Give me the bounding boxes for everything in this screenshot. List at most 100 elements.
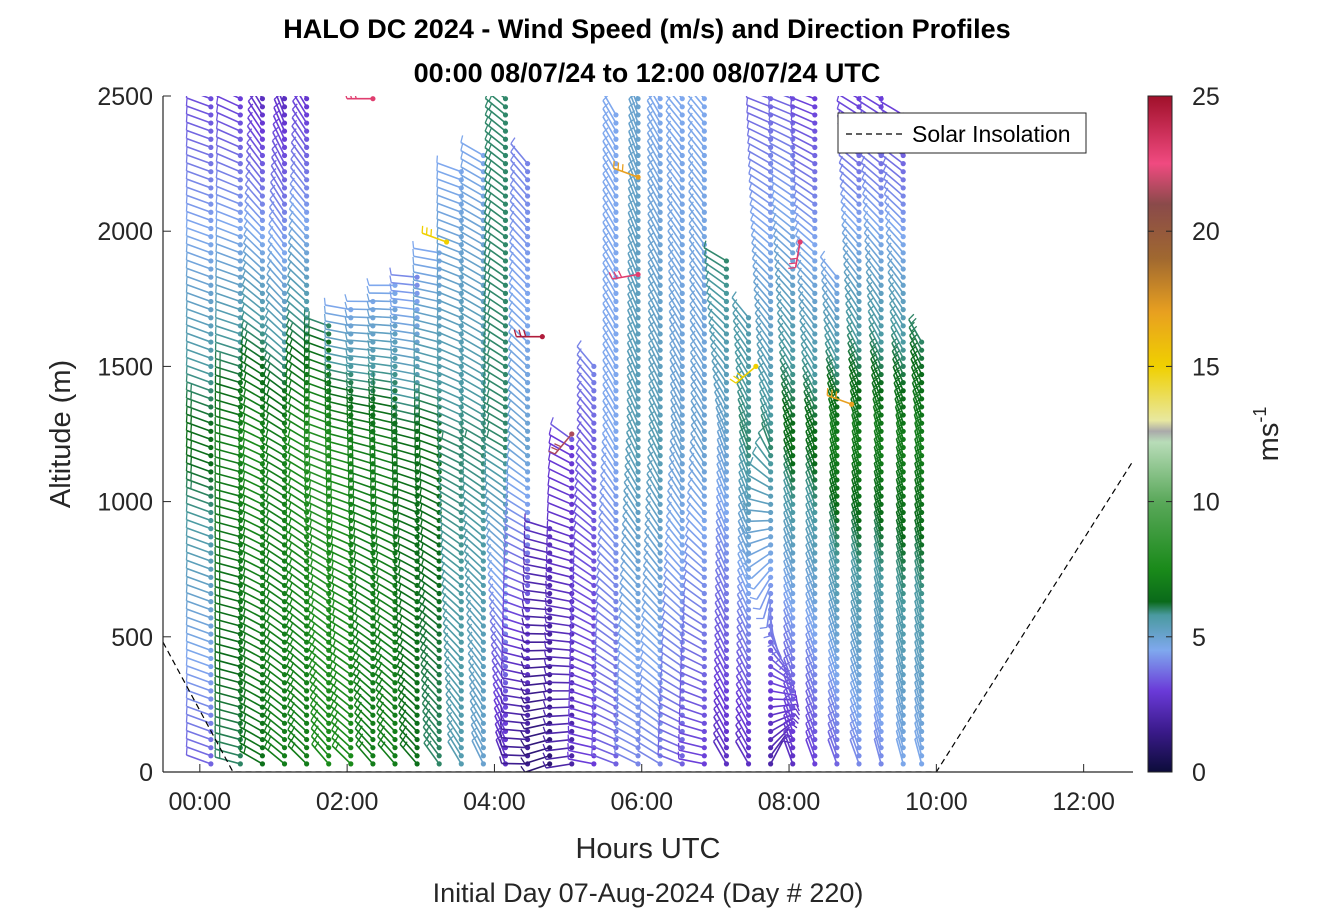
wind-barb xyxy=(483,296,509,321)
wind-barb xyxy=(499,730,531,743)
wind-barb xyxy=(389,338,420,353)
wind-barb xyxy=(239,711,266,735)
wind-barb xyxy=(482,361,509,386)
wind-barb xyxy=(215,105,243,126)
wind-barb xyxy=(214,400,243,418)
wind-barb xyxy=(460,151,486,175)
wind-barb xyxy=(185,415,214,434)
wind-barb xyxy=(214,636,243,653)
wind-barb xyxy=(418,618,442,645)
wind-barb xyxy=(414,446,442,467)
wind-barb xyxy=(262,515,288,540)
wind-barb xyxy=(214,587,243,605)
wind-barb xyxy=(215,146,243,167)
wind-barb xyxy=(185,333,214,353)
colorbar-label: ms-1 xyxy=(1250,407,1285,462)
wind-barb xyxy=(215,113,243,134)
wind-barb xyxy=(484,107,509,134)
wind-barb xyxy=(484,132,509,159)
wind-barb xyxy=(482,337,509,361)
wind-barb xyxy=(185,260,214,280)
wind-barb xyxy=(185,504,214,524)
wind-barb xyxy=(483,304,509,329)
wind-barb xyxy=(482,419,509,443)
wind-barb xyxy=(444,664,464,694)
wind-barb xyxy=(483,255,509,280)
wind-barb xyxy=(185,317,214,337)
wind-barb xyxy=(460,321,486,345)
wind-barb xyxy=(261,467,288,491)
wind-barbs xyxy=(185,96,925,772)
wind-barb xyxy=(367,379,398,394)
wind-barb xyxy=(214,652,243,670)
wind-barb xyxy=(290,136,310,167)
wind-barb xyxy=(185,609,214,629)
wind-barb xyxy=(214,684,243,702)
wind-barb xyxy=(482,402,509,426)
wind-barb xyxy=(484,96,509,118)
wind-barb xyxy=(232,96,243,102)
x-tick-label: 02:00 xyxy=(316,788,379,816)
wind-barb xyxy=(436,179,464,199)
wind-barb xyxy=(352,651,376,678)
colorbar-tick-label: 5 xyxy=(1192,624,1206,652)
wind-barb xyxy=(283,467,310,491)
wind-barb xyxy=(394,573,420,597)
wind-barb xyxy=(290,161,310,191)
wind-barb xyxy=(214,530,243,548)
wind-barb xyxy=(239,671,266,694)
x-tick-label: 06:00 xyxy=(610,788,673,816)
wind-barb xyxy=(291,111,310,142)
wind-barb xyxy=(268,201,288,232)
wind-barb xyxy=(215,195,243,215)
wind-barb xyxy=(284,491,310,516)
wind-barb xyxy=(444,672,464,702)
wind-barb xyxy=(305,532,332,556)
wind-barb xyxy=(500,679,531,694)
wind-barb xyxy=(460,143,486,167)
wind-barb xyxy=(483,247,509,272)
wind-barb xyxy=(371,557,398,580)
y-tick-label: 1000 xyxy=(97,489,153,517)
wind-barb xyxy=(309,690,332,718)
wind-barb xyxy=(215,269,243,288)
wind-barb xyxy=(259,96,266,102)
wind-barb xyxy=(185,244,214,264)
wind-barb xyxy=(185,358,214,378)
wind-barb xyxy=(483,279,509,305)
wind-barb xyxy=(440,561,464,589)
wind-barb xyxy=(482,345,509,369)
wind-barb xyxy=(422,704,442,735)
wind-barb xyxy=(483,230,509,256)
wind-barb xyxy=(499,721,531,735)
wind-barb xyxy=(491,96,509,110)
wind-barb xyxy=(185,471,214,491)
y-tick-label: 1500 xyxy=(97,353,153,381)
wind-barb xyxy=(287,252,310,280)
wind-barb xyxy=(185,561,214,580)
wind-barb xyxy=(389,275,420,288)
wind-barb xyxy=(214,392,243,410)
wind-barb xyxy=(368,386,398,402)
wind-barb xyxy=(185,593,214,613)
wind-barb xyxy=(185,447,214,467)
wind-barb xyxy=(214,693,243,710)
wind-barb xyxy=(484,165,509,191)
wind-barb xyxy=(185,650,214,670)
wind-barb xyxy=(483,206,509,232)
wind-barb xyxy=(279,96,288,110)
wind-barb xyxy=(215,162,243,183)
wind-barb xyxy=(185,569,214,589)
wind-barb xyxy=(467,639,486,670)
y-tick-label: 2000 xyxy=(97,218,153,246)
wind-barb xyxy=(185,634,214,653)
wind-barb xyxy=(367,371,398,386)
wind-barb xyxy=(244,202,266,232)
wind-barb xyxy=(389,291,420,305)
wind-barb xyxy=(465,584,486,613)
wind-barb xyxy=(500,687,531,702)
wind-barb xyxy=(241,278,266,305)
wind-barb xyxy=(185,585,214,605)
wind-barb xyxy=(185,309,214,329)
wind-barb xyxy=(467,647,486,678)
